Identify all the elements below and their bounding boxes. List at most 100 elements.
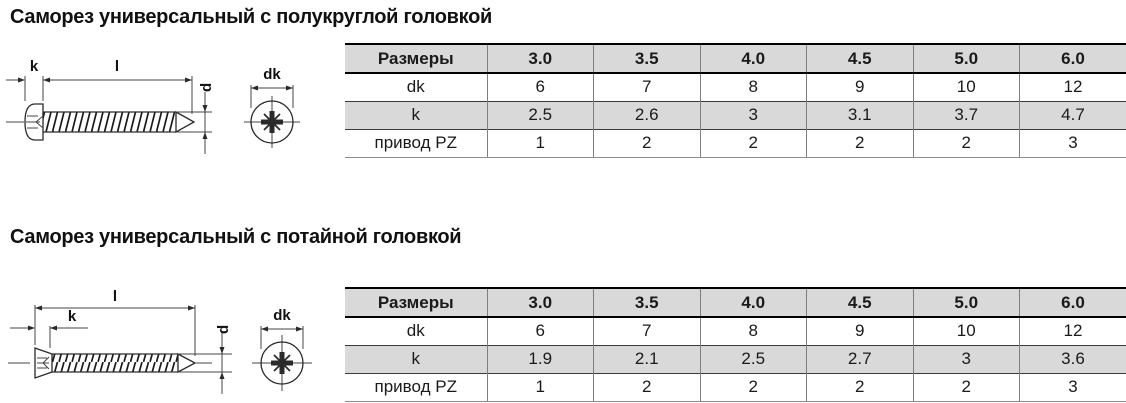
row-label: k xyxy=(345,100,487,129)
pozidriv-recess-icon xyxy=(261,111,283,133)
shank-outline xyxy=(52,353,178,373)
cell: 2 xyxy=(593,372,700,402)
pan-head-end-view: dk xyxy=(244,66,300,148)
cell: 2 xyxy=(806,372,913,402)
header-cell: 3.0 xyxy=(486,44,594,74)
pan-head-screw-drawing: k l d dk xyxy=(6,58,300,154)
thread-hatch xyxy=(52,354,178,372)
dimension-l: l xyxy=(34,290,196,356)
row-label: dk xyxy=(406,321,425,341)
cell: 3 xyxy=(1019,372,1126,402)
dim-label-d: d xyxy=(215,325,232,334)
pan-head-size-table: Размеры 3.0 3.5 4.0 4.5 5.0 6.0 dk 6 7 8… xyxy=(345,43,1126,158)
cell: 10 xyxy=(912,317,1020,345)
cell: 1 xyxy=(486,372,594,402)
screw-tip xyxy=(175,110,196,134)
row-label: dk xyxy=(406,77,425,97)
cell: 7 xyxy=(593,73,700,101)
header-cell: 4.0 xyxy=(699,288,807,318)
dim-label-k: k xyxy=(68,308,77,325)
cell: 12 xyxy=(1019,317,1126,345)
table-row-dk: dk 6 7 8 9 10 12 xyxy=(345,317,1126,345)
head-circle xyxy=(250,100,294,144)
table-row-drive-pz: привод PZ 1 2 2 2 2 3 xyxy=(345,128,1126,158)
countersunk-head-end-view: dk xyxy=(252,307,312,391)
header-cell: Размеры xyxy=(345,288,487,318)
section-2-title: Саморез универсальный с потайной головко… xyxy=(10,226,462,248)
cell: 6 xyxy=(486,73,594,101)
dim-label-d: d xyxy=(198,83,215,92)
table-row-drive-pz: привод PZ 1 2 2 2 2 3 xyxy=(345,372,1126,402)
header-cell: 5.0 xyxy=(912,44,1020,74)
cell: 12 xyxy=(1019,73,1126,101)
row-label: привод PZ xyxy=(345,128,487,158)
dim-label-dk: dk xyxy=(273,307,291,324)
header-cell: 3.5 xyxy=(593,44,700,74)
thread-hatch xyxy=(43,112,176,132)
dim-label-l: l xyxy=(113,290,117,305)
dimension-d: d xyxy=(170,83,215,154)
cell: 8 xyxy=(699,73,807,101)
cell: 6 xyxy=(486,317,594,345)
head-recess-lines xyxy=(37,356,50,370)
screw-tip xyxy=(177,352,197,374)
header-cell: 4.0 xyxy=(699,44,807,74)
dimension-k: k xyxy=(10,308,88,348)
cell: 3 xyxy=(1019,128,1126,158)
table-row-k: k 1.9 2.1 2.5 2.7 3 3.6 xyxy=(345,344,1126,373)
cell: 4.7 xyxy=(1019,100,1126,129)
pozidriv-recess-icon xyxy=(271,352,293,374)
cell: 8 xyxy=(699,317,807,345)
table-header-row: Размеры 3.0 3.5 4.0 4.5 5.0 6.0 xyxy=(345,288,1126,318)
cell: 2.6 xyxy=(593,100,700,129)
cell: 10 xyxy=(912,73,1020,101)
cell: 2.1 xyxy=(593,344,700,373)
cell: 9 xyxy=(806,73,913,101)
countersunk-screw-drawing: l k d dk xyxy=(8,290,312,394)
cell: 3.1 xyxy=(806,100,913,129)
cell: 3.7 xyxy=(912,100,1020,129)
row-label: привод PZ xyxy=(345,372,487,402)
cell: 2 xyxy=(699,128,807,158)
cell: 7 xyxy=(593,317,700,345)
cell: 2 xyxy=(593,128,700,158)
dim-label-l: l xyxy=(115,58,119,75)
cell: 2 xyxy=(806,128,913,158)
header-cell: Размеры xyxy=(345,44,487,74)
head-circle xyxy=(260,341,304,385)
table-header-row: Размеры 3.0 3.5 4.0 4.5 5.0 6.0 xyxy=(345,44,1126,74)
cell: 9 xyxy=(806,317,913,345)
countersunk-size-table: Размеры 3.0 3.5 4.0 4.5 5.0 6.0 dk 6 7 8… xyxy=(345,287,1126,402)
table-row-k: k 2.5 2.6 3 3.1 3.7 4.7 xyxy=(345,100,1126,129)
cell: 2.5 xyxy=(486,100,594,129)
cell: 3 xyxy=(699,100,807,129)
cell: 2 xyxy=(912,128,1020,158)
cell: 2.7 xyxy=(806,344,913,373)
header-cell: 3.5 xyxy=(593,288,700,318)
table-row-dk: dk 6 7 8 9 10 12 xyxy=(345,73,1126,101)
header-cell: 3.0 xyxy=(486,288,594,318)
header-cell: 4.5 xyxy=(806,44,913,74)
cell: 1.9 xyxy=(486,344,594,373)
row-label: k xyxy=(345,344,487,373)
cell: 2.5 xyxy=(699,344,807,373)
dim-label-k: k xyxy=(30,58,39,75)
countersunk-screw-side-view xyxy=(8,347,212,379)
dimension-k-l: k l xyxy=(6,58,193,114)
pan-head-screw-side-view xyxy=(6,103,196,141)
cell: 1 xyxy=(486,128,594,158)
dim-label-dk: dk xyxy=(263,66,281,83)
head-recess-lines xyxy=(26,115,44,129)
cell: 2 xyxy=(912,372,1020,402)
cell: 2 xyxy=(699,372,807,402)
header-cell: 6.0 xyxy=(1019,288,1126,318)
cell: 3.6 xyxy=(1019,344,1126,373)
section-1-title: Саморез универсальный с полукруглой голо… xyxy=(10,6,493,28)
header-cell: 5.0 xyxy=(912,288,1020,318)
pan-head-outline xyxy=(24,103,44,141)
dimension-d: d xyxy=(165,325,232,394)
header-cell: 6.0 xyxy=(1019,44,1126,74)
cell: 3 xyxy=(912,344,1020,373)
header-cell: 4.5 xyxy=(806,288,913,318)
shank-outline xyxy=(43,111,176,133)
